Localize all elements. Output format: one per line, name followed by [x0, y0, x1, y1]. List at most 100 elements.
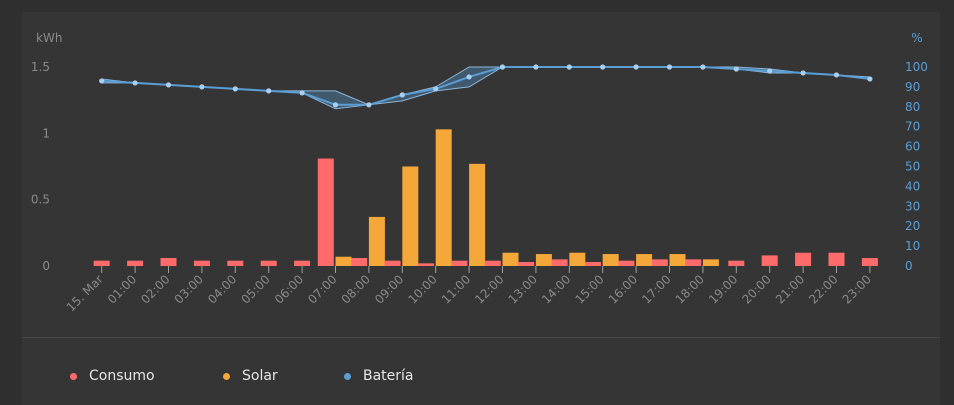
- legend-item-bateria[interactable]: Batería: [344, 367, 414, 385]
- consumo-bar: [317, 158, 334, 266]
- bateria-point: [533, 64, 539, 70]
- x-tick-label: 19:00: [706, 272, 740, 306]
- bateria-point: [700, 64, 706, 70]
- y-left-tick-label: 0: [42, 259, 50, 273]
- x-tick-label: 14:00: [539, 272, 573, 306]
- solar-bar: [469, 163, 486, 266]
- x-tick-label: 01:00: [105, 272, 139, 306]
- consumo-bar: [618, 260, 635, 266]
- bateria-range-band: [101, 67, 870, 109]
- consumo-legend-dot-icon: [70, 372, 77, 380]
- x-tick-label: 15. Mar: [64, 272, 106, 314]
- y-right-tick-label: 80: [905, 100, 920, 114]
- bateria-point: [399, 92, 405, 98]
- consumo-bar: [795, 252, 812, 266]
- x-tick-label: 04:00: [205, 272, 239, 306]
- bateria-point: [600, 64, 606, 70]
- bateria-point: [767, 68, 773, 74]
- x-tick-label: 09:00: [372, 272, 406, 306]
- consumo-bar: [685, 259, 702, 266]
- legend-label-consumo: Consumo: [89, 368, 155, 384]
- y-right-tick-label: 20: [905, 219, 920, 233]
- x-tick-label: 22:00: [806, 272, 840, 306]
- x-tick-label: 03:00: [172, 272, 206, 306]
- x-tick-label: 10:00: [405, 272, 439, 306]
- solar-bar: [535, 254, 552, 266]
- consumo-bar: [160, 258, 177, 266]
- solar-bar: [502, 252, 519, 266]
- x-tick-label: 12:00: [472, 272, 506, 306]
- x-tick-label: 16:00: [606, 272, 640, 306]
- bateria-point: [132, 80, 138, 86]
- solar-bar: [702, 259, 719, 266]
- x-tick-label: 08:00: [339, 272, 373, 306]
- bateria-point: [566, 64, 572, 70]
- legend-item-solar[interactable]: Solar: [223, 367, 278, 385]
- consumo-bar: [384, 260, 401, 266]
- y-right-tick-label: 50: [905, 160, 920, 174]
- bateria-point: [165, 82, 172, 88]
- bateria-point: [499, 64, 506, 70]
- bateria-point: [199, 84, 205, 90]
- left-axis-label: kWh: [36, 31, 62, 45]
- x-tick-label: 02:00: [138, 272, 172, 306]
- right-axis-label: %: [911, 31, 922, 45]
- legend-label-solar: Solar: [242, 368, 278, 384]
- x-tick-label: 15:00: [572, 272, 606, 306]
- solar-bar: [602, 254, 619, 266]
- y-left-tick-label: 1.5: [31, 60, 50, 74]
- solar-legend-dot-icon: [223, 372, 230, 380]
- consumo-bar: [93, 260, 110, 266]
- consumo-bar: [551, 259, 568, 266]
- consumo-bar: [418, 263, 434, 266]
- bateria-point: [633, 64, 639, 70]
- consumo-bar: [451, 260, 468, 266]
- bateria-point: [332, 102, 339, 108]
- y-right-tick-label: 30: [905, 199, 920, 213]
- consumo-bar: [518, 262, 535, 266]
- bateria-point: [867, 76, 873, 82]
- x-tick-label: 11:00: [439, 272, 473, 306]
- consumo-bar: [294, 260, 311, 266]
- y-right-tick-label: 0: [905, 259, 913, 273]
- solar-bar: [368, 216, 385, 266]
- y-right-tick-label: 40: [905, 179, 920, 193]
- y-left-tick-label: 0.5: [31, 193, 50, 207]
- solar-bar: [335, 256, 352, 266]
- bateria-legend-dot-icon: [344, 372, 351, 380]
- consumo-bar: [761, 255, 778, 266]
- bateria-point: [466, 74, 472, 80]
- consumo-bar: [351, 258, 368, 266]
- y-right-tick-label: 10: [905, 239, 920, 253]
- consumo-bar: [585, 262, 601, 266]
- x-tick-label: 18:00: [673, 272, 707, 306]
- legend-item-consumo[interactable]: Consumo: [70, 367, 155, 385]
- bateria-point: [800, 70, 806, 76]
- bateria-point: [99, 78, 105, 84]
- y-left-tick-label: 1: [42, 126, 50, 140]
- bateria-line: [101, 66, 871, 106]
- bateria-point: [266, 88, 272, 94]
- solar-bar: [669, 254, 686, 266]
- energy-chart: kWh 0 0.5 1 1.5% 0 10 20 30 40 50 60 70 80 90 100 15. Ma…: [31, 31, 928, 314]
- y-right-tick-label: 70: [905, 120, 920, 134]
- x-tick-label: 23:00: [840, 272, 874, 306]
- x-tick-label: 13:00: [506, 272, 540, 306]
- bateria-point: [833, 72, 840, 78]
- x-tick-label: 20:00: [739, 272, 773, 306]
- bateria-point: [366, 102, 372, 108]
- legend-divider: [22, 337, 940, 338]
- x-tick-label: 17:00: [639, 272, 673, 306]
- x-tick-label: 07:00: [305, 272, 339, 306]
- x-tick-label: 05:00: [238, 272, 272, 306]
- y-right-tick-label: 90: [905, 80, 920, 94]
- solar-bar: [402, 166, 419, 266]
- consumo-bar: [193, 260, 210, 266]
- consumo-bar: [728, 260, 745, 266]
- consumo-bar: [861, 258, 878, 266]
- legend-label-bateria: Batería: [363, 368, 414, 384]
- consumo-bar: [484, 260, 501, 266]
- bateria-point: [733, 66, 739, 72]
- consumo-bar: [227, 260, 244, 266]
- y-right-tick-label: 100: [905, 60, 928, 74]
